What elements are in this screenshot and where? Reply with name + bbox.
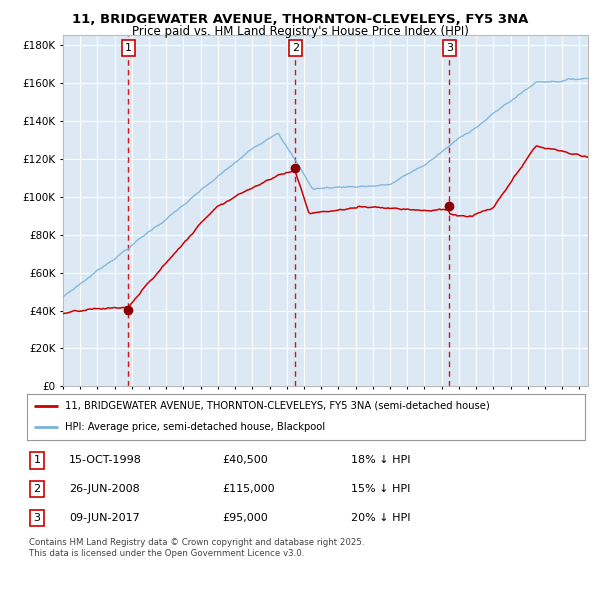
Text: 09-JUN-2017: 09-JUN-2017 — [69, 513, 140, 523]
Text: £40,500: £40,500 — [222, 455, 268, 466]
Text: Price paid vs. HM Land Registry's House Price Index (HPI): Price paid vs. HM Land Registry's House … — [131, 25, 469, 38]
Text: 20% ↓ HPI: 20% ↓ HPI — [350, 513, 410, 523]
Text: £95,000: £95,000 — [222, 513, 268, 523]
Text: 2: 2 — [34, 484, 41, 494]
Text: Contains HM Land Registry data © Crown copyright and database right 2025.: Contains HM Land Registry data © Crown c… — [29, 538, 364, 547]
Text: 15% ↓ HPI: 15% ↓ HPI — [350, 484, 410, 494]
Text: 11, BRIDGEWATER AVENUE, THORNTON-CLEVELEYS, FY5 3NA: 11, BRIDGEWATER AVENUE, THORNTON-CLEVELE… — [72, 13, 528, 26]
Text: 1: 1 — [125, 43, 132, 53]
Text: 3: 3 — [34, 513, 41, 523]
Text: This data is licensed under the Open Government Licence v3.0.: This data is licensed under the Open Gov… — [29, 549, 304, 558]
Text: 26-JUN-2008: 26-JUN-2008 — [69, 484, 140, 494]
Text: 2: 2 — [292, 43, 299, 53]
Text: 1: 1 — [34, 455, 41, 466]
Text: HPI: Average price, semi-detached house, Blackpool: HPI: Average price, semi-detached house,… — [65, 422, 325, 432]
Text: 18% ↓ HPI: 18% ↓ HPI — [350, 455, 410, 466]
Text: 11, BRIDGEWATER AVENUE, THORNTON-CLEVELEYS, FY5 3NA (semi-detached house): 11, BRIDGEWATER AVENUE, THORNTON-CLEVELE… — [65, 401, 490, 411]
Text: £115,000: £115,000 — [222, 484, 275, 494]
Text: 3: 3 — [446, 43, 453, 53]
Text: 15-OCT-1998: 15-OCT-1998 — [69, 455, 142, 466]
